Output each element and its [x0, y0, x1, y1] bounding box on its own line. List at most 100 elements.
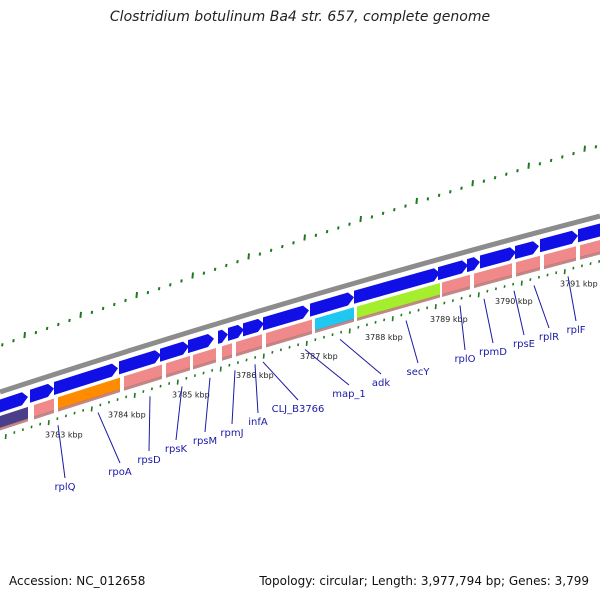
forward-gene	[188, 334, 214, 354]
leader-line	[254, 364, 259, 414]
inner-tick	[297, 343, 300, 347]
outer-tick	[583, 145, 586, 152]
kbp-label: 3787 kbp	[300, 352, 338, 361]
reverse-gene	[124, 364, 162, 389]
outer-tick	[314, 233, 318, 238]
outer-tick	[90, 310, 94, 315]
gene-label: rpoA	[108, 467, 132, 478]
outer-tick	[393, 207, 396, 212]
outer-tick	[135, 291, 138, 299]
inner-tick	[520, 280, 523, 286]
inner-tick	[142, 390, 145, 393]
inner-tick	[314, 338, 317, 342]
inner-tick	[133, 392, 136, 398]
inner-tick	[202, 371, 205, 375]
forward-strand-genes	[0, 223, 600, 413]
inner-tick	[47, 420, 50, 426]
inner-tick	[193, 374, 196, 378]
forward-gene	[540, 230, 578, 253]
inner-tick	[477, 292, 480, 298]
leader-line	[459, 305, 466, 351]
kbp-label: 3790 kbp	[495, 297, 533, 306]
kbp-label: 3785 kbp	[172, 390, 210, 399]
inner-tick	[168, 382, 171, 385]
forward-gene	[480, 247, 516, 269]
outer-tick	[236, 259, 239, 264]
inner-tick	[374, 320, 377, 324]
gene-label: rpsM	[193, 436, 217, 447]
forward-gene	[438, 260, 468, 281]
outer-tick	[281, 244, 284, 249]
outer-tick	[157, 286, 161, 291]
outer-tick	[370, 215, 374, 219]
reverse-gene	[474, 263, 512, 286]
inner-tick	[322, 335, 325, 339]
leader-line	[483, 298, 494, 344]
reverse-gene	[266, 319, 312, 345]
gene-label: CLJ_B3766	[272, 404, 325, 415]
outer-tick	[404, 204, 407, 208]
forward-gene	[263, 305, 309, 331]
outer-tick	[101, 306, 105, 311]
gene-label: secY	[407, 367, 431, 378]
leader-line	[57, 425, 66, 479]
outer-tick	[527, 162, 530, 169]
gene-label: adk	[372, 378, 390, 389]
reverse-gene-shadow	[315, 318, 354, 334]
inner-tick	[125, 395, 128, 399]
leader-line	[339, 338, 382, 375]
inner-tick	[512, 282, 515, 286]
inner-tick	[537, 275, 540, 279]
outer-tick	[359, 215, 362, 223]
reverse-gene-shadow	[166, 367, 190, 378]
gene-label: rpsK	[165, 444, 188, 455]
outer-tick	[113, 302, 116, 307]
forward-gene	[119, 350, 161, 375]
outer-tick	[191, 272, 194, 279]
reverse-gene-shadow	[357, 294, 440, 321]
outer-tick	[471, 180, 474, 187]
inner-tick	[494, 287, 497, 291]
inner-tick	[331, 333, 334, 337]
inner-tick	[469, 294, 472, 298]
inner-tick	[365, 323, 368, 327]
inner-tick	[400, 313, 403, 317]
inner-tick	[150, 387, 153, 391]
outer-tick	[258, 252, 262, 256]
outer-tick	[549, 158, 553, 163]
reverse-gene-shadow	[34, 410, 54, 420]
forward-gene	[515, 241, 539, 259]
kbp-label: 3786 kbp	[236, 371, 274, 380]
inner-tick	[563, 269, 566, 275]
reverse-gene	[34, 398, 54, 417]
gene-label: map_1	[332, 389, 366, 400]
reverse-gene	[193, 348, 216, 367]
reverse-gene-shadow	[236, 345, 262, 357]
leader-line	[148, 396, 151, 452]
genome-summary: Topology: circular; Length: 3,977,794 bp…	[259, 574, 589, 588]
inner-tick	[555, 271, 558, 275]
inner-tick-marks	[4, 259, 600, 440]
inner-tick	[572, 266, 575, 270]
outer-tick	[169, 283, 172, 287]
inner-tick	[503, 285, 506, 288]
kbp-label: 3788 kbp	[365, 333, 403, 342]
inner-tick	[262, 353, 265, 359]
reverse-gene	[544, 246, 576, 267]
reverse-gene-shadow	[58, 389, 120, 412]
forward-gene	[243, 318, 264, 337]
outer-tick	[124, 298, 127, 303]
outer-tick	[79, 311, 82, 318]
inner-tick	[417, 308, 420, 312]
reverse-gene	[166, 355, 190, 376]
inner-tick	[4, 433, 7, 440]
inner-tick	[39, 422, 42, 426]
outer-tick	[23, 331, 26, 339]
outer-tick	[337, 226, 340, 230]
outer-tick	[12, 338, 15, 343]
outer-tick	[505, 172, 508, 176]
leader-line	[567, 276, 577, 322]
inner-tick	[546, 273, 549, 277]
inner-tick	[451, 299, 454, 303]
reverse-gene-shadow	[124, 376, 162, 391]
